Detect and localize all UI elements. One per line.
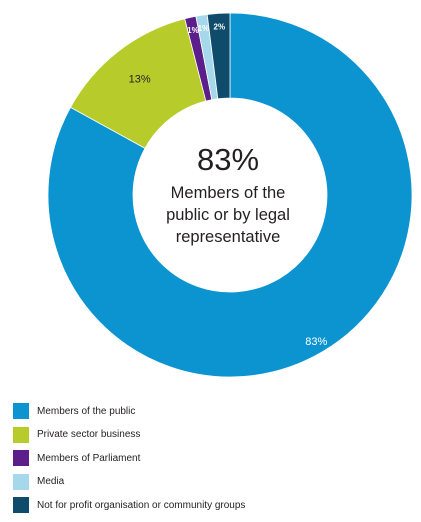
- legend-swatch: [13, 497, 29, 513]
- slice-label-members-of-parliament: 1%: [187, 26, 199, 35]
- legend: Members of the public Private sector bus…: [13, 402, 245, 520]
- legend-label: Members of the public: [37, 405, 136, 417]
- legend-item: Private sector business: [13, 426, 245, 444]
- center-text-line-3: representative: [176, 228, 281, 246]
- legend-item: Media: [13, 473, 245, 491]
- legend-label: Members of Parliament: [37, 452, 141, 464]
- slice-label-media: 1%: [198, 24, 210, 33]
- legend-label: Media: [37, 476, 65, 487]
- legend-label: Not for profit organisation or community…: [37, 499, 246, 511]
- legend-swatch: [13, 426, 29, 443]
- legend-item: Not for profit organisation or community…: [13, 496, 245, 514]
- slice-labels: 83% 13% 1%1% 2%: [129, 22, 328, 348]
- donut-hole: [133, 98, 327, 292]
- slice-label-not-for-profit: 2%: [214, 22, 226, 31]
- center-value: 83%: [197, 142, 259, 177]
- center-text-line-2: public or by legal: [166, 206, 290, 224]
- legend-swatch: [13, 450, 29, 466]
- legend-item: Members of the public: [13, 402, 245, 420]
- legend-label: Private sector business: [37, 429, 141, 440]
- legend-swatch: [13, 403, 29, 419]
- chart-slices: [47, 12, 413, 378]
- legend-item: Members of Parliament: [13, 449, 245, 467]
- slice-label-private-sector: 13%: [129, 73, 151, 85]
- center-text-line-1: Members of the: [171, 184, 286, 202]
- donut-chart: 83% Members of the public or by legal re…: [47, 12, 413, 378]
- legend-swatch: [13, 473, 29, 490]
- slice-label-members-of-public: 83%: [305, 336, 327, 348]
